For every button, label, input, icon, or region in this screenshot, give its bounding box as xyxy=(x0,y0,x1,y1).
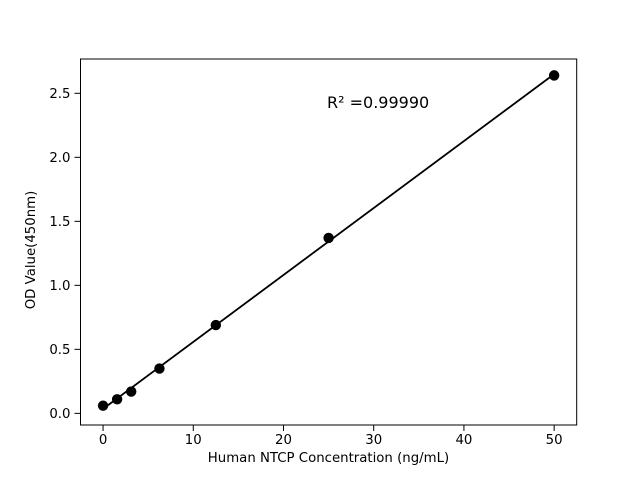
x-axis-tick-label: 40 xyxy=(455,433,472,448)
y-axis-tick-label: 0.5 xyxy=(49,343,70,358)
data-point xyxy=(126,386,137,397)
x-axis-tick-label: 50 xyxy=(546,433,563,448)
y-axis-tick-label: 1.0 xyxy=(49,279,70,294)
data-points-layer xyxy=(97,70,560,411)
data-point xyxy=(323,232,334,244)
data-point xyxy=(97,400,109,411)
y-axis-tick-label: 0.0 xyxy=(49,407,70,422)
y-axis-tick-label: 2.0 xyxy=(49,151,70,166)
x-axis-tick-label: 10 xyxy=(185,433,202,448)
y-axis-tick-label: 1.5 xyxy=(49,215,70,230)
y-axis-tick-label: 2.5 xyxy=(49,87,70,102)
x-axis-label: Human NTCP Concentration (ng/mL) xyxy=(208,451,449,466)
data-point xyxy=(210,319,222,331)
r-squared-annotation: R² =0.99990 xyxy=(327,93,429,112)
axis-ticks: 0 10 20 30 40 50 0.0 0.5 1.0 1.5 2.0 2.5 xyxy=(49,87,562,448)
data-point xyxy=(154,363,165,374)
x-axis-tick-label: 30 xyxy=(365,433,382,448)
data-point xyxy=(111,394,123,405)
x-axis-tick-label: 0 xyxy=(99,433,107,448)
plot-frame xyxy=(80,58,578,426)
x-axis-tick-label: 20 xyxy=(275,433,292,448)
y-axis-label: OD Value(450nm) xyxy=(24,191,39,310)
data-point xyxy=(548,70,560,81)
